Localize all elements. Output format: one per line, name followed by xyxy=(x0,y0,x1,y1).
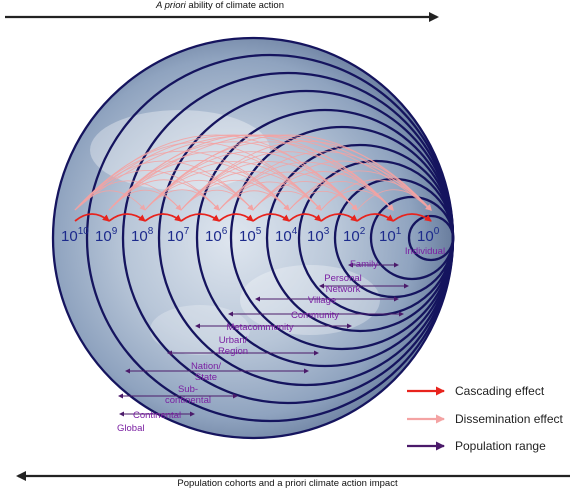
cascading-arc-2 xyxy=(144,213,182,222)
cohort-label-10: Global xyxy=(117,423,144,434)
cascading-arc-7 xyxy=(320,213,358,222)
cohort-label-1: Family xyxy=(350,259,378,270)
power-label-0: 1010 xyxy=(61,226,89,245)
cascading-arc-0 xyxy=(74,213,110,222)
power-label-4: 106 xyxy=(205,226,228,245)
dissemination-arc-29 xyxy=(180,140,432,211)
cascading-arc-4 xyxy=(218,213,254,222)
cohort-label-6: Urban/Region xyxy=(218,335,248,357)
legend-label-cascading: Cascading effect xyxy=(455,384,545,398)
power-label-3: 107 xyxy=(167,226,190,245)
cascading-arcs xyxy=(74,213,432,222)
cohort-label-7: Nation/State xyxy=(191,361,221,383)
power-labels: 1010 109 108 107 106 105 104 103 102 101 100 xyxy=(61,226,440,245)
legend-label-population: Population range xyxy=(455,439,546,453)
cascading-arc-3 xyxy=(180,213,220,222)
cohort-label-5: Metacommunity xyxy=(226,322,293,333)
legend-label-dissemination: Dissemination effect xyxy=(455,412,563,426)
cascading-arc-6 xyxy=(288,213,322,222)
dissemination-arcs xyxy=(74,134,432,211)
power-label-7: 103 xyxy=(307,226,330,245)
power-label-2: 108 xyxy=(131,226,154,245)
dissemination-arc-7 xyxy=(74,134,394,211)
bottom-axis-label: Population cohorts and a priori climate … xyxy=(177,478,398,489)
dissemination-arc-44 xyxy=(356,189,432,211)
dissemination-arc-38 xyxy=(252,160,432,211)
top-axis-label: A priori ability of climate action xyxy=(156,0,284,11)
population-ranges xyxy=(118,262,409,417)
earth-background xyxy=(53,38,453,438)
dissemination-arc-16 xyxy=(108,134,432,211)
cohort-label-8: Sub-continental xyxy=(165,384,211,406)
power-label-6: 104 xyxy=(275,226,298,245)
cascading-arc-8 xyxy=(356,213,394,222)
power-label-9: 101 xyxy=(379,226,402,245)
cascading-arc-9 xyxy=(392,213,432,222)
dissemination-arc-26 xyxy=(180,171,322,211)
cohort-label-2: Personal Network xyxy=(324,273,362,295)
power-label-1: 109 xyxy=(95,226,118,245)
power-label-5: 105 xyxy=(239,226,262,245)
dissemination-arc-34 xyxy=(218,151,432,211)
power-label-10: 100 xyxy=(417,226,440,245)
dissemination-arc-22 xyxy=(144,141,394,211)
cascading-arc-1 xyxy=(108,213,146,222)
dissemination-arc-28 xyxy=(180,151,394,211)
dissemination-arc-43 xyxy=(320,179,432,211)
cohort-label-3: Village xyxy=(308,295,336,306)
cohort-label-4: Community xyxy=(291,310,339,321)
cohort-label-9: Continental xyxy=(133,410,181,421)
cohort-label-0: Individual xyxy=(405,246,445,257)
cascading-arc-5 xyxy=(252,213,290,222)
power-label-8: 102 xyxy=(343,226,366,245)
